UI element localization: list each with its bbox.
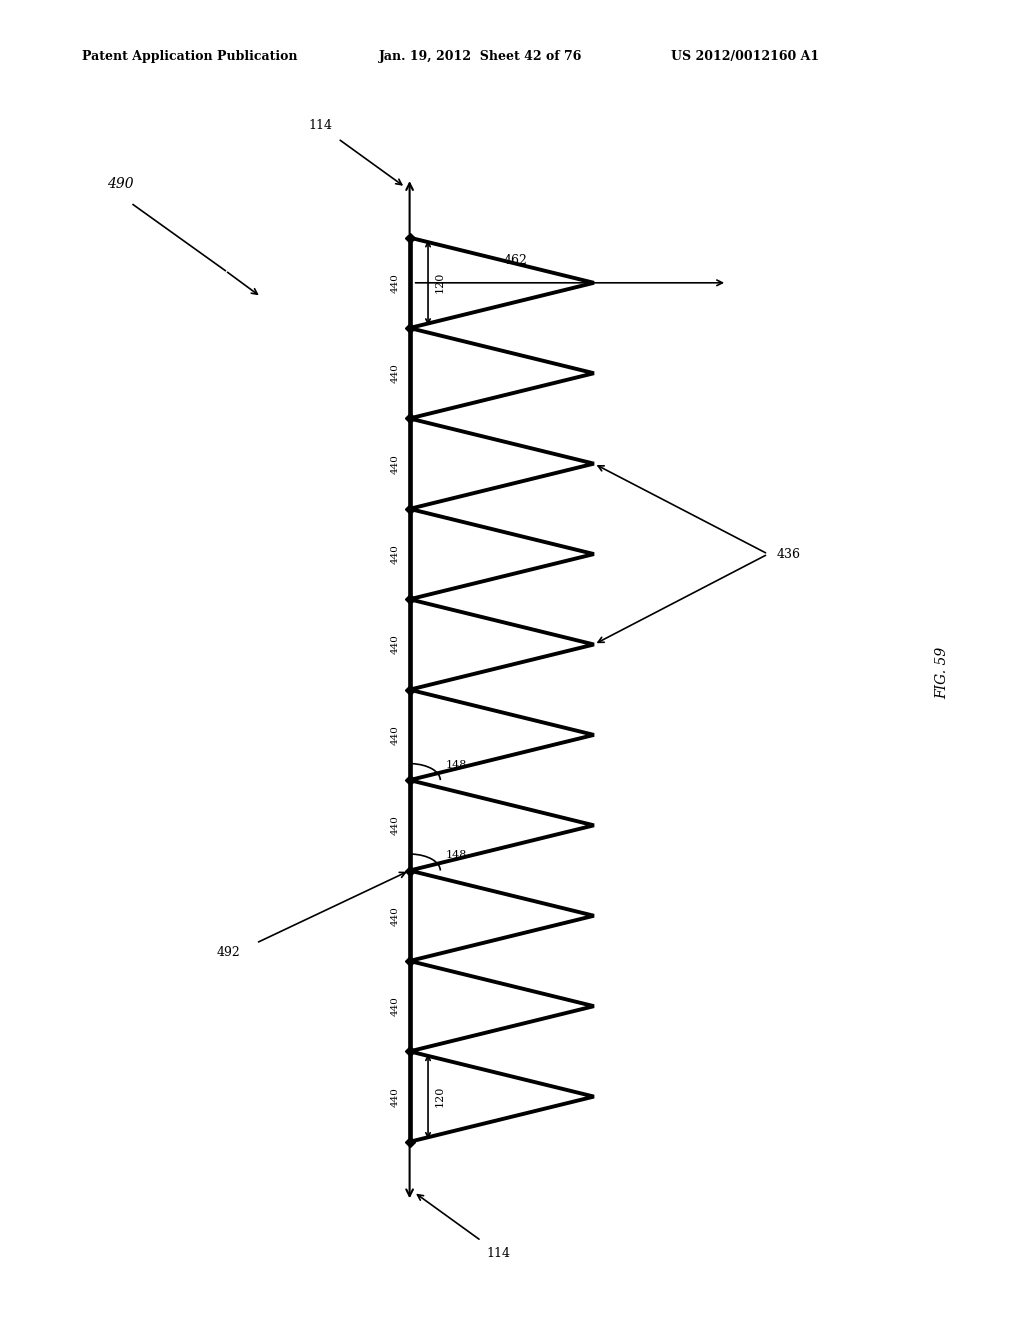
Text: 440: 440 (390, 816, 399, 836)
Text: 462: 462 (504, 253, 527, 267)
Text: 440: 440 (390, 906, 399, 925)
Text: 440: 440 (390, 273, 399, 293)
Text: 440: 440 (390, 725, 399, 744)
Text: 148: 148 (445, 850, 467, 861)
Text: US 2012/0012160 A1: US 2012/0012160 A1 (671, 50, 819, 63)
Text: 440: 440 (390, 635, 399, 655)
Text: 114: 114 (486, 1247, 510, 1261)
Text: 492: 492 (217, 946, 241, 958)
Text: 148: 148 (445, 759, 467, 770)
Text: 436: 436 (776, 548, 800, 561)
Text: Patent Application Publication: Patent Application Publication (82, 50, 297, 63)
Text: 440: 440 (390, 997, 399, 1016)
Text: 120: 120 (434, 1086, 444, 1107)
Text: 114: 114 (309, 119, 333, 132)
Text: FIG. 59: FIG. 59 (935, 647, 949, 700)
Text: 120: 120 (434, 272, 444, 293)
Text: 440: 440 (390, 454, 399, 474)
Text: 440: 440 (390, 544, 399, 564)
Text: Jan. 19, 2012  Sheet 42 of 76: Jan. 19, 2012 Sheet 42 of 76 (379, 50, 583, 63)
Text: 440: 440 (390, 363, 399, 383)
Text: 490: 490 (108, 177, 134, 191)
Text: 440: 440 (390, 1086, 399, 1106)
